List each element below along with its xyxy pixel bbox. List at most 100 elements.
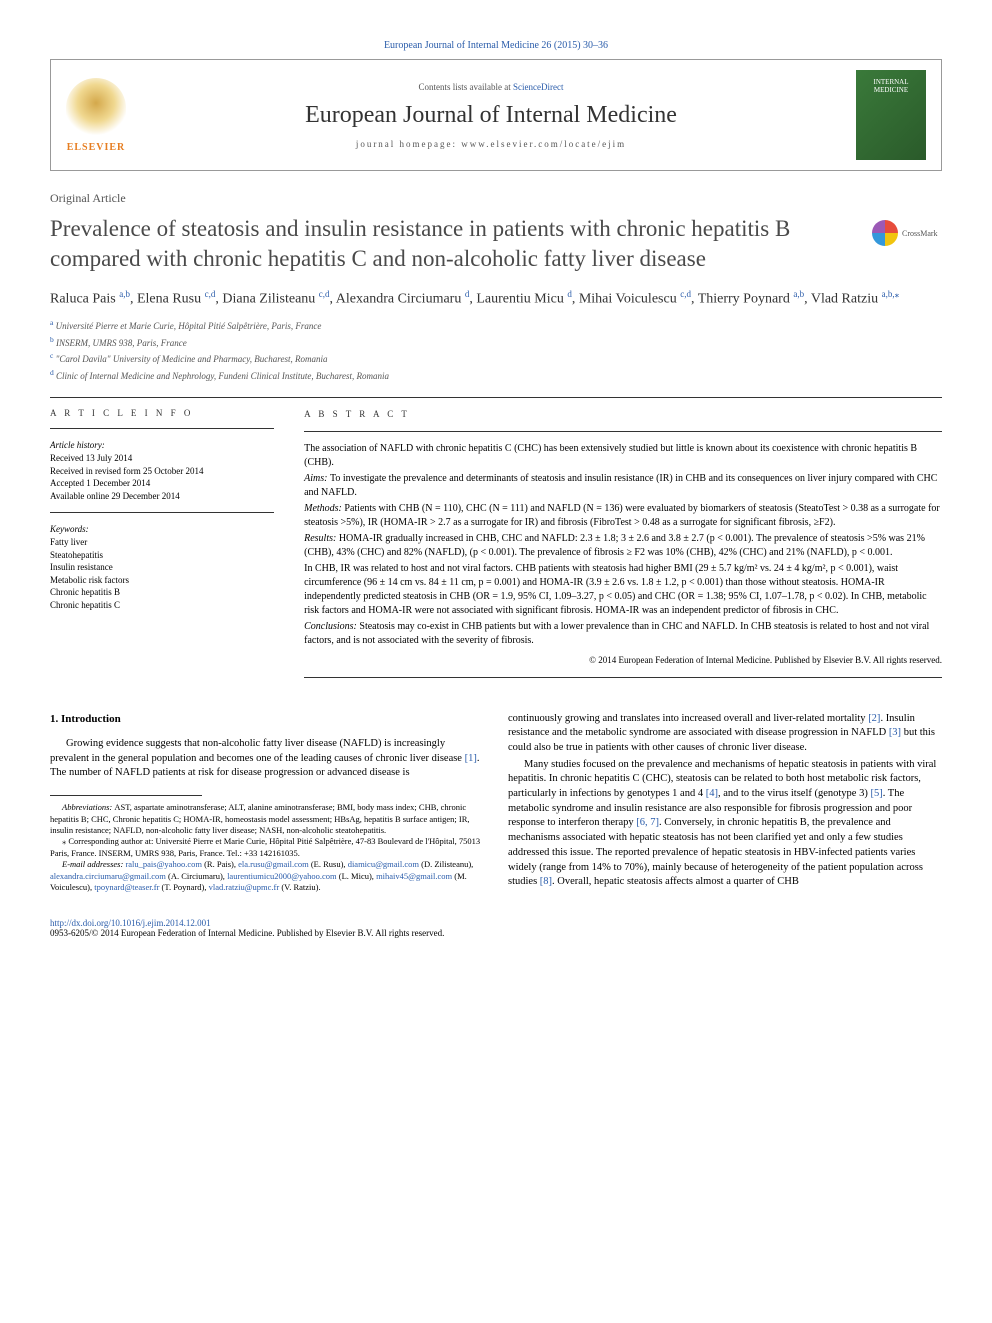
author-affiliation-sup: c,d: [319, 289, 330, 299]
keyword-item: Chronic hepatitis C: [50, 599, 274, 612]
email-author-name: (T. Poynard),: [159, 882, 208, 892]
methods-text: Patients with CHB (N = 110), CHC (N = 11…: [304, 503, 940, 528]
affiliation-line: d Clinic of Internal Medicine and Nephro…: [50, 367, 942, 384]
results-text-2: In CHB, IR was related to host and not v…: [304, 562, 942, 618]
journal-name: European Journal of Internal Medicine: [146, 102, 836, 129]
issn-copyright: 0953-6205/© 2014 European Federation of …: [50, 928, 942, 938]
conclusions-label: Conclusions:: [304, 621, 359, 632]
keyword-item: Metabolic risk factors: [50, 574, 274, 587]
cover-label-1: INTERNAL: [874, 78, 909, 86]
author-name: , Elena Rusu: [130, 291, 205, 306]
affiliation-line: c "Carol Davila" University of Medicine …: [50, 350, 942, 367]
text: , and to the virus itself (genotype 3): [718, 788, 871, 799]
ref-4[interactable]: [4]: [706, 788, 718, 799]
article-info: A R T I C L E I N F O Article history: R…: [50, 408, 274, 687]
intro-paragraph-1-right: continuously growing and translates into…: [508, 712, 942, 756]
email-link[interactable]: alexandra.circiumaru@gmail.com: [50, 871, 166, 881]
section-1-heading: 1. Introduction: [50, 712, 484, 727]
keyword-item: Fatty liver: [50, 536, 274, 549]
homepage-line: journal homepage: www.elsevier.com/locat…: [146, 139, 836, 149]
corresponding-label: ⁎ Corresponding author at:: [62, 836, 155, 846]
email-link[interactable]: vlad.ratziu@upmc.fr: [209, 882, 280, 892]
divider: [50, 512, 274, 513]
right-column: continuously growing and translates into…: [508, 712, 942, 894]
abstract-intro: The association of NAFLD with chronic he…: [304, 442, 942, 470]
ref-2[interactable]: [2]: [868, 713, 880, 724]
author-name: , Mihai Voiculescu: [572, 291, 680, 306]
email-author-name: (V. Ratziu).: [279, 882, 320, 892]
ref-6-7[interactable]: [6, 7]: [636, 817, 659, 828]
divider: [50, 397, 942, 398]
affiliation-line: a Université Pierre et Marie Curie, Hôpi…: [50, 317, 942, 334]
author-affiliation-sup: c,d: [680, 289, 691, 299]
email-link[interactable]: mihaiv45@gmail.com: [376, 871, 452, 881]
intro-paragraph-1-left: Growing evidence suggests that non-alcoh…: [50, 737, 484, 781]
ref-1[interactable]: [1]: [465, 753, 477, 764]
author-affiliation-sup: a,b: [793, 289, 804, 299]
email-link[interactable]: diamicu@gmail.com: [348, 859, 419, 869]
abstract-copyright: © 2014 European Federation of Internal M…: [304, 654, 942, 667]
crossmark-badge[interactable]: CrossMark: [872, 218, 942, 248]
results-label: Results:: [304, 533, 339, 544]
intro-paragraph-2: Many studies focused on the prevalence a…: [508, 758, 942, 890]
ref-8[interactable]: [8]: [540, 876, 552, 887]
crossmark-icon: [872, 220, 898, 246]
publisher-name: ELSEVIER: [67, 142, 126, 153]
email-author-name: (L. Micu),: [337, 871, 376, 881]
sciencedirect-link[interactable]: ScienceDirect: [513, 82, 563, 92]
text: continuously growing and translates into…: [508, 713, 868, 724]
email-author-name: (D. Zilisteanu),: [419, 859, 473, 869]
conclusions-text: Steatosis may co-exist in CHB patients b…: [304, 621, 929, 646]
footnote-divider: [50, 795, 202, 796]
keyword-item: Chronic hepatitis B: [50, 586, 274, 599]
history-item: Available online 29 December 2014: [50, 490, 274, 503]
journal-cover-thumbnail: INTERNAL MEDICINE: [856, 70, 926, 160]
ref-3[interactable]: [3]: [889, 727, 901, 738]
info-heading: A R T I C L E I N F O: [50, 408, 274, 418]
divider: [50, 428, 274, 429]
keywords-label: Keywords:: [50, 523, 274, 536]
article-title: Prevalence of steatosis and insulin resi…: [50, 214, 852, 274]
email-link[interactable]: ela.rusu@gmail.com: [238, 859, 309, 869]
homepage-url[interactable]: www.elsevier.com/locate/ejim: [461, 139, 626, 149]
abstract-heading: A B S T R A C T: [304, 408, 942, 421]
contents-line: Contents lists available at ScienceDirec…: [146, 82, 836, 92]
author-name: , Laurentiu Micu: [469, 291, 567, 306]
email-link[interactable]: tpoynard@teaser.fr: [94, 882, 159, 892]
article-type: Original Article: [50, 191, 942, 206]
divider: [304, 431, 942, 432]
email-link[interactable]: laurentiumicu2000@yahoo.com: [227, 871, 337, 881]
elsevier-tree-icon: [66, 78, 126, 138]
results-text-1: HOMA-IR gradually increased in CHB, CHC …: [304, 533, 925, 558]
doi-link[interactable]: http://dx.doi.org/10.1016/j.ejim.2014.12…: [50, 918, 211, 928]
footnotes: Abbreviations: AST, aspartate aminotrans…: [50, 802, 484, 894]
author-affiliation-sup: c,d: [205, 289, 216, 299]
author-affiliation-sup: a,b: [119, 289, 130, 299]
history-item: Accepted 1 December 2014: [50, 477, 274, 490]
methods-label: Methods:: [304, 503, 344, 514]
history-label: Article history:: [50, 439, 274, 452]
keyword-item: Insulin resistance: [50, 561, 274, 574]
affiliations: a Université Pierre et Marie Curie, Hôpi…: [50, 317, 942, 383]
affiliation-line: b INSERM, UMRS 938, Paris, France: [50, 334, 942, 351]
author-name: , Vlad Ratziu: [804, 291, 882, 306]
crossmark-label: CrossMark: [902, 229, 938, 238]
aims-text: To investigate the prevalence and determ…: [304, 473, 937, 498]
author-list: Raluca Pais a,b, Elena Rusu c,d, Diana Z…: [50, 288, 942, 310]
ref-5[interactable]: [5]: [870, 788, 882, 799]
header-center: Contents lists available at ScienceDirec…: [146, 82, 836, 149]
text: Growing evidence suggests that non-alcoh…: [50, 738, 465, 764]
journal-header: ELSEVIER Contents lists available at Sci…: [50, 59, 942, 171]
email-link[interactable]: ralu_pais@yahoo.com: [125, 859, 202, 869]
cover-label-2: MEDICINE: [874, 86, 908, 94]
email-author-name: (A. Circiumaru),: [166, 871, 227, 881]
author-name: , Alexandra Circiumaru: [330, 291, 465, 306]
abbreviations-label: Abbreviations:: [62, 802, 114, 812]
email-author-name: (R. Pais),: [202, 859, 238, 869]
contents-prefix: Contents lists available at: [419, 82, 513, 92]
left-column: 1. Introduction Growing evidence suggest…: [50, 712, 484, 894]
divider: [304, 677, 942, 678]
author-affiliation-sup: a,b,: [882, 289, 895, 299]
corresponding-star: ⁎: [895, 289, 900, 299]
citation-link[interactable]: European Journal of Internal Medicine 26…: [50, 40, 942, 51]
